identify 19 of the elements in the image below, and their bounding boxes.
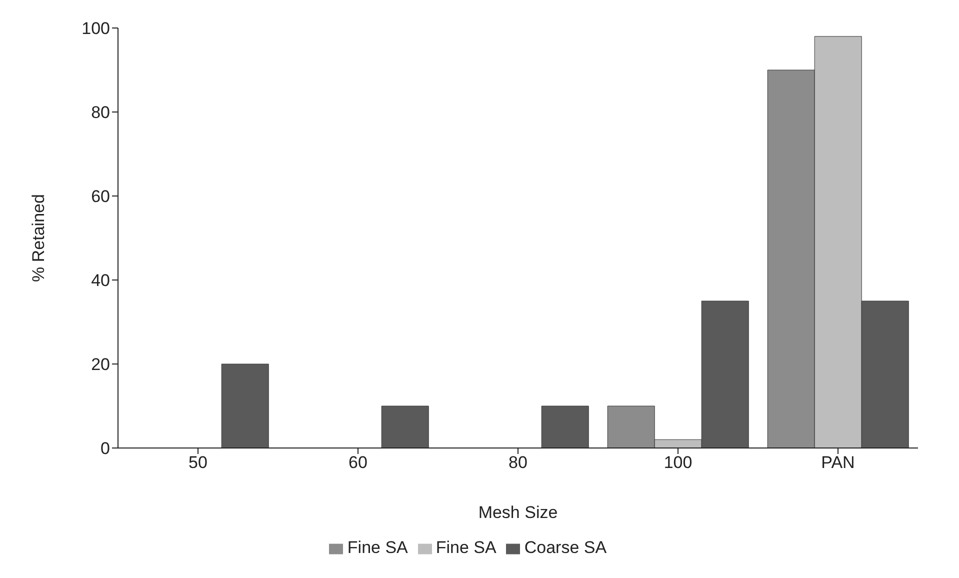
x-tick-label: PAN — [821, 453, 855, 472]
y-tick-label: 60 — [91, 187, 110, 206]
bar — [221, 364, 269, 448]
y-tick-label: 40 — [91, 271, 110, 290]
x-axis-title: Mesh Size — [478, 503, 558, 522]
x-tick-label: 60 — [348, 453, 368, 472]
y-tick-label: 100 — [82, 19, 110, 38]
y-axis-title: % Retained — [29, 194, 48, 282]
y-tick-label: 80 — [91, 103, 110, 122]
x-tick-label: 100 — [664, 453, 692, 472]
bar — [541, 406, 589, 448]
x-tick-label: 80 — [508, 453, 528, 472]
legend-label: Fine SA — [436, 538, 496, 557]
y-tick-label: 0 — [100, 439, 110, 458]
y-tick-label: 20 — [91, 355, 110, 374]
legend-label: Fine SA — [347, 538, 408, 557]
legend-label: Coarse SA — [524, 538, 607, 557]
bar — [381, 406, 429, 448]
x-tick-label: 50 — [188, 453, 208, 472]
